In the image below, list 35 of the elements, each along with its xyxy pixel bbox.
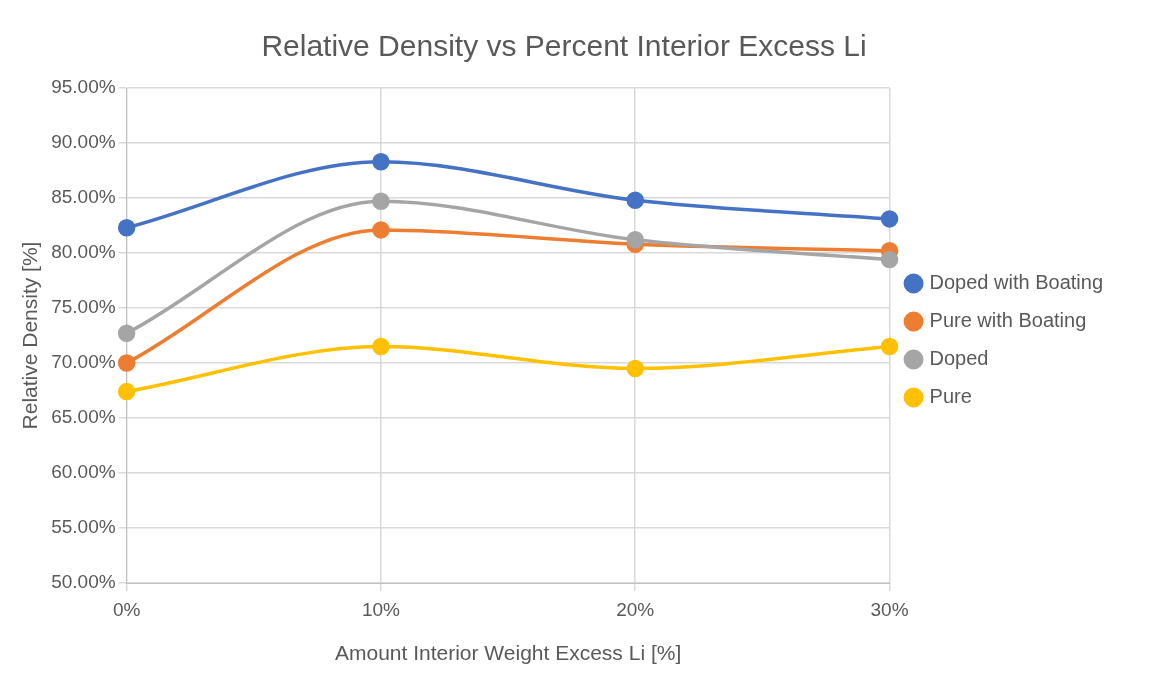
point (626, 231, 644, 249)
point (117, 218, 136, 237)
point (372, 152, 390, 171)
point (372, 337, 390, 356)
x-axis-title: Amount Interior Weight Excess Li [%] (334, 641, 682, 665)
point (372, 221, 390, 239)
point (117, 324, 136, 343)
point (372, 192, 390, 211)
x-tick-label: 20% (616, 598, 655, 620)
legend-label: Pure with Boating (929, 309, 1087, 332)
y-tick-label: 60.00% (51, 461, 116, 483)
x-tick-label: 30% (870, 598, 909, 620)
y-tick-label: 90.00% (51, 131, 116, 153)
point (117, 382, 136, 401)
point (117, 354, 136, 372)
chart-title: Relative Density vs Percent Interior Excess Li (261, 29, 867, 63)
y-tick-label: 85.00% (51, 186, 116, 208)
legend-label: Pure (929, 385, 972, 408)
point (626, 359, 644, 378)
point (626, 191, 644, 209)
point (880, 210, 899, 228)
point (880, 250, 899, 269)
y-tick-label: 80.00% (51, 241, 116, 263)
y-tick-label: 55.00% (51, 516, 116, 538)
y-tick-label: 65.00% (51, 406, 116, 428)
y-axis-title: Relative Density [%] (18, 241, 42, 430)
point (880, 337, 899, 356)
y-tick-label: 95.00% (51, 76, 116, 98)
y-tick-label: 70.00% (51, 351, 116, 373)
y-tick-label: 50.00% (51, 571, 116, 593)
y-tick-label: 75.00% (51, 296, 116, 318)
x-tick-label: 0% (112, 598, 141, 620)
legend-label: Doped with Boating (929, 271, 1104, 294)
legend-label: Doped (929, 347, 989, 370)
x-tick-label: 10% (361, 598, 401, 620)
